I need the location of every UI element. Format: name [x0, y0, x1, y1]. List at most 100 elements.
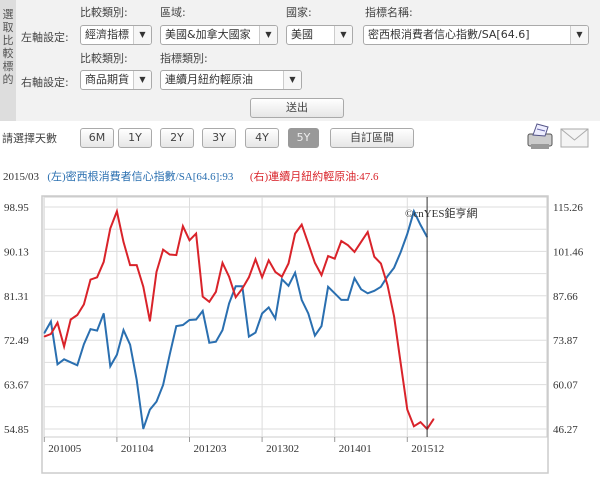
- data-point: [347, 244, 349, 246]
- data-point: [83, 343, 85, 345]
- data-point: [393, 267, 395, 269]
- range-5y-button[interactable]: 5Y: [288, 128, 319, 148]
- data-point: [274, 317, 276, 320]
- data-point: [406, 408, 408, 411]
- data-point: [261, 276, 263, 278]
- select-value: 經濟指標: [85, 28, 129, 41]
- panel-side-title: 選 取 比 較 標 的: [0, 0, 16, 121]
- data-point: [182, 225, 184, 227]
- range-2y-button[interactable]: 2Y: [160, 128, 194, 148]
- data-point: [413, 425, 415, 427]
- data-point: [76, 314, 78, 316]
- data-point: [281, 276, 283, 278]
- x-tick-label: 201401: [339, 443, 372, 455]
- data-point: [360, 288, 362, 290]
- data-point: [56, 363, 59, 365]
- range-label: 請選擇天數: [2, 132, 57, 145]
- data-point: [50, 333, 52, 335]
- data-point: [334, 258, 336, 260]
- right-category-select[interactable]: 商品期貨 ▼: [80, 70, 152, 90]
- range-6m-button[interactable]: 6M: [80, 128, 114, 148]
- data-point: [261, 312, 263, 315]
- data-point: [43, 332, 45, 334]
- data-point: [254, 258, 257, 260]
- data-point: [63, 358, 65, 360]
- data-point: [307, 242, 309, 245]
- data-point: [320, 274, 323, 276]
- data-point: [122, 241, 125, 243]
- indicator-name-label: 指標名稱:: [365, 6, 413, 19]
- left-category-select[interactable]: 經濟指標 ▼: [80, 25, 152, 45]
- side-title-char: 比: [2, 34, 14, 47]
- region-label: 區域:: [160, 6, 186, 19]
- left-category-label: 比較類別:: [80, 6, 128, 19]
- select-value: 密西根消費者信心指數/SA[64.6]: [368, 28, 530, 41]
- data-point: [228, 276, 230, 278]
- chevron-down-icon: ▼: [570, 26, 588, 44]
- data-point: [129, 344, 131, 346]
- data-point: [162, 249, 164, 251]
- chart-watermark: ©cnYES鉅亨網: [405, 206, 478, 220]
- data-point: [103, 261, 105, 263]
- data-point: [373, 256, 375, 258]
- data-point: [202, 310, 204, 312]
- data-point: [221, 329, 224, 331]
- data-point: [76, 364, 78, 366]
- left-axis-label: 左軸設定:: [21, 31, 69, 44]
- data-point: [208, 301, 210, 303]
- range-4y-button[interactable]: 4Y: [245, 128, 279, 148]
- select-value: 連續月紐約輕原油: [165, 73, 253, 86]
- data-point: [169, 354, 171, 356]
- line-chart: 98.95 90.13 81.31 72.49 63.67 54.85 115.26 101.…: [4, 195, 584, 474]
- right-axis-label: 右軸設定:: [21, 76, 69, 89]
- range-3y-button[interactable]: 3Y: [202, 128, 236, 148]
- select-value: 商品期貨: [85, 73, 129, 86]
- data-point: [188, 319, 191, 321]
- mail-icon[interactable]: [560, 127, 590, 149]
- data-point: [419, 421, 422, 423]
- data-point: [287, 262, 290, 265]
- data-point: [419, 224, 422, 226]
- select-value: 美國: [291, 28, 313, 41]
- right-tick-label: 73.87: [553, 335, 578, 347]
- data-point: [268, 306, 270, 309]
- data-point: [367, 292, 369, 294]
- data-point: [63, 345, 65, 348]
- region-select[interactable]: 美國&加拿大國家 ▼: [160, 25, 278, 45]
- data-point: [347, 299, 349, 301]
- left-tick-label: 54.85: [4, 424, 29, 436]
- country-label: 國家:: [286, 6, 312, 19]
- data-point: [162, 384, 164, 386]
- x-tick-label: 201512: [411, 443, 444, 455]
- data-point: [360, 241, 362, 243]
- indicator-type-select[interactable]: 連續月紐約輕原油 ▼: [160, 70, 302, 90]
- left-tick-label: 81.31: [4, 291, 29, 303]
- data-point: [400, 362, 402, 364]
- range-1y-button[interactable]: 1Y: [118, 128, 152, 148]
- data-point: [188, 239, 191, 241]
- data-point: [406, 233, 408, 235]
- data-point: [96, 329, 98, 332]
- data-point: [142, 428, 144, 430]
- chevron-down-icon: ▼: [259, 26, 277, 44]
- data-point: [320, 325, 323, 327]
- chevron-down-icon: ▼: [133, 71, 151, 89]
- data-point: [155, 271, 158, 273]
- submit-button[interactable]: 送出: [250, 98, 344, 118]
- country-select[interactable]: 美國 ▼: [286, 25, 353, 45]
- data-point: [301, 299, 303, 301]
- data-point: [70, 361, 72, 363]
- data-point: [56, 322, 59, 324]
- data-point: [367, 231, 369, 233]
- data-point: [215, 291, 217, 293]
- printer-icon[interactable]: [524, 122, 556, 152]
- data-point: [89, 328, 92, 330]
- data-point: [248, 336, 250, 338]
- indicator-name-select[interactable]: 密西根消費者信心指數/SA[64.6] ▼: [363, 25, 589, 45]
- data-point: [89, 278, 92, 281]
- x-tick-label: 201302: [266, 443, 299, 455]
- data-point: [386, 284, 389, 286]
- data-point: [413, 210, 415, 212]
- custom-range-button[interactable]: 自訂區間: [330, 128, 414, 148]
- data-point: [393, 316, 395, 318]
